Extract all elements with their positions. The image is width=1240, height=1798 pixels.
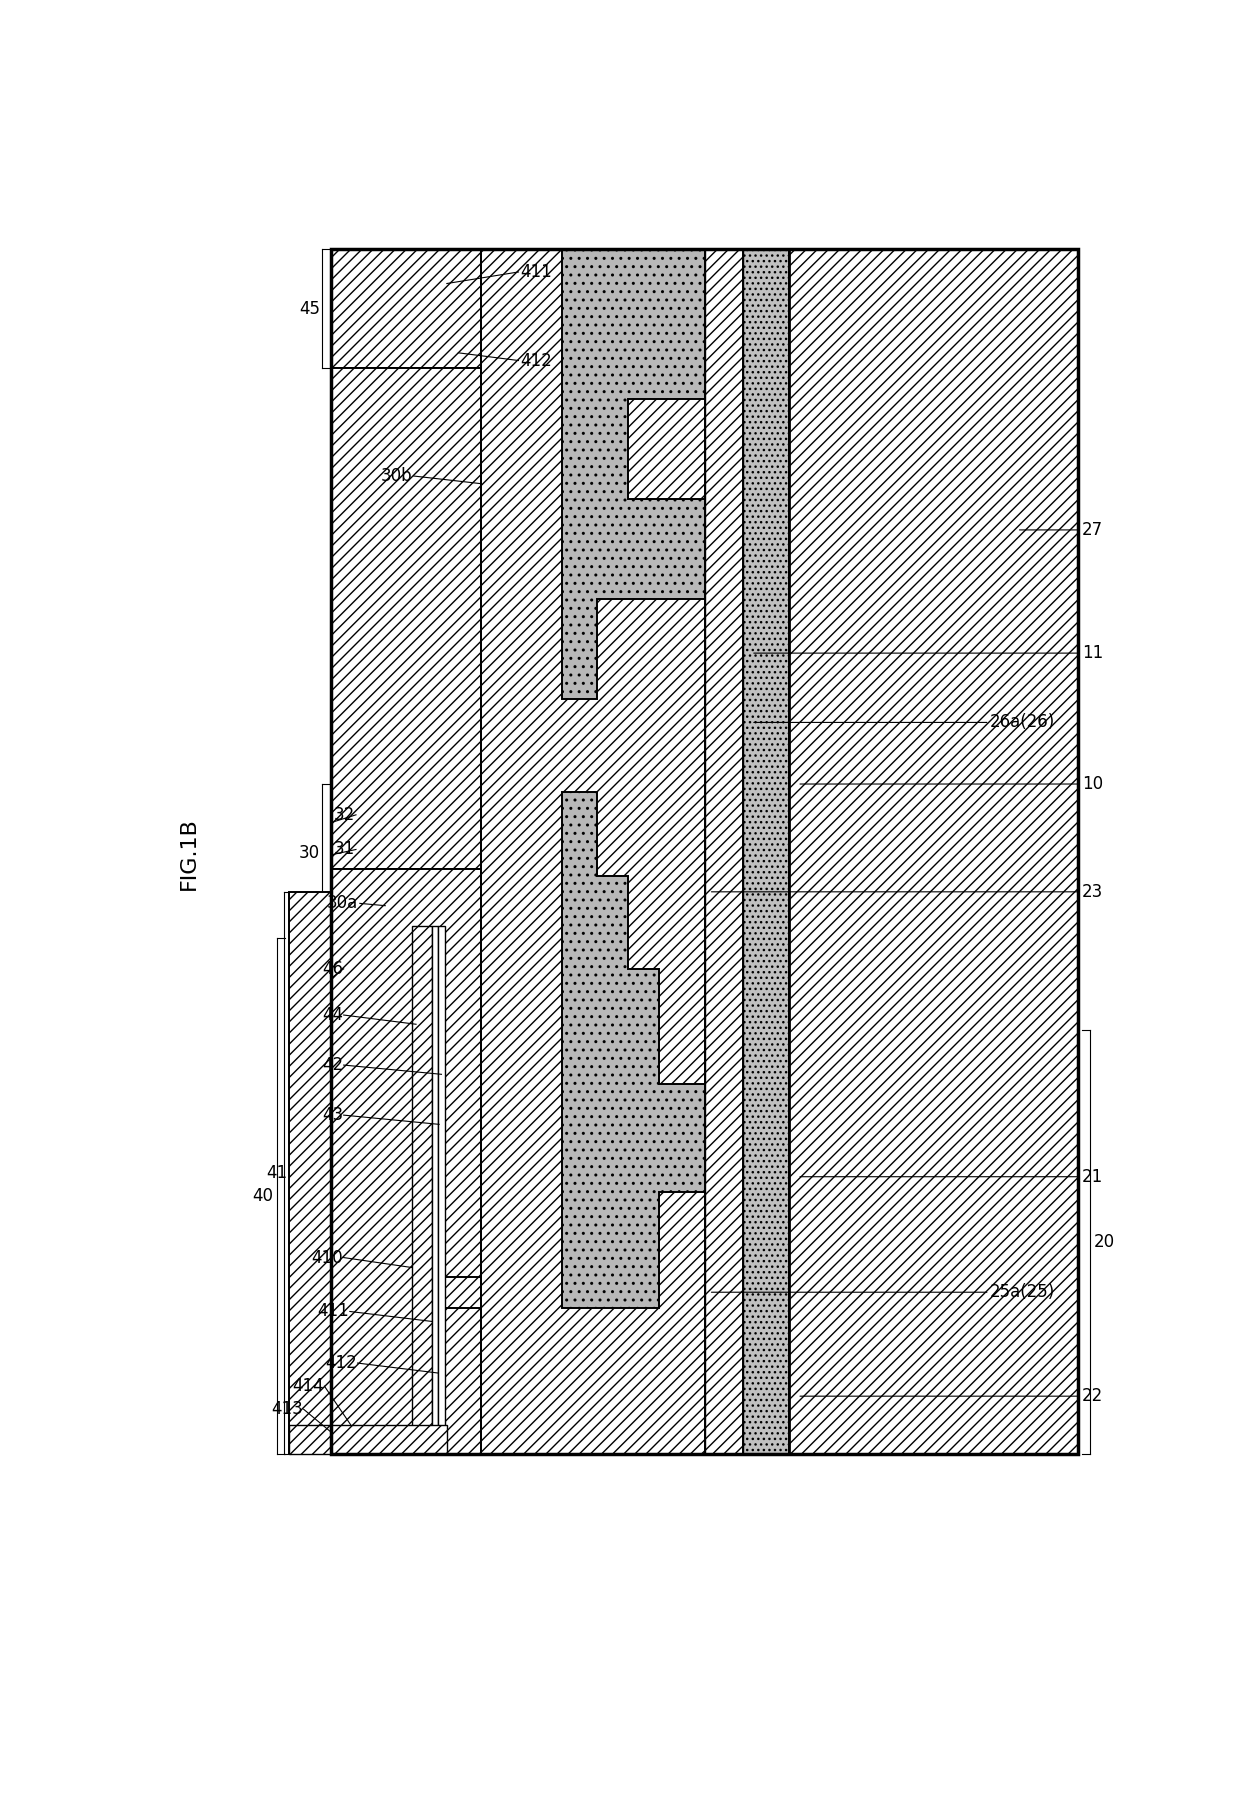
Text: 44: 44 [322,1007,343,1025]
Text: 10: 10 [1083,775,1104,793]
Text: 26a(26): 26a(26) [990,714,1055,732]
Bar [704,248,743,1455]
Text: 30b: 30b [381,467,412,485]
Text: 20: 20 [1094,1233,1115,1251]
Polygon shape [331,868,481,1455]
Text: 40: 40 [253,1187,274,1205]
Polygon shape [563,791,704,1307]
Text: 42: 42 [321,1055,343,1073]
Text: 46: 46 [322,960,343,978]
Text: 412: 412 [325,1354,357,1372]
Text: 11: 11 [1083,644,1104,662]
Text: 25a(25): 25a(25) [990,1284,1055,1302]
Text: 414: 414 [293,1377,324,1395]
Text: 43: 43 [321,1106,343,1124]
Bar [481,248,704,1455]
Text: 27: 27 [1083,521,1104,539]
Text: 412: 412 [520,352,552,370]
Bar [439,926,445,1428]
Text: 411: 411 [520,263,552,280]
Text: 31: 31 [334,840,355,858]
Text: 30a: 30a [327,894,358,912]
Text: FIG.1B: FIG.1B [179,816,198,890]
Text: 21: 21 [1083,1167,1104,1185]
Text: 22: 22 [1083,1388,1104,1406]
Text: 45: 45 [299,300,320,318]
Text: 410: 410 [311,1248,343,1266]
Bar [289,1424,446,1455]
Bar [433,926,439,1428]
Polygon shape [563,248,704,699]
Bar [331,369,481,868]
Bar [289,892,331,1455]
Text: 413: 413 [272,1401,303,1419]
Bar [412,926,433,1428]
Text: 411: 411 [317,1302,350,1320]
Bar [331,248,481,369]
Bar [743,248,790,1455]
Text: 30: 30 [299,845,320,863]
Bar [331,248,1079,1455]
Text: 32: 32 [334,806,355,823]
Bar [790,248,1079,1455]
Text: 23: 23 [1083,883,1104,901]
Text: 41: 41 [267,1163,288,1181]
